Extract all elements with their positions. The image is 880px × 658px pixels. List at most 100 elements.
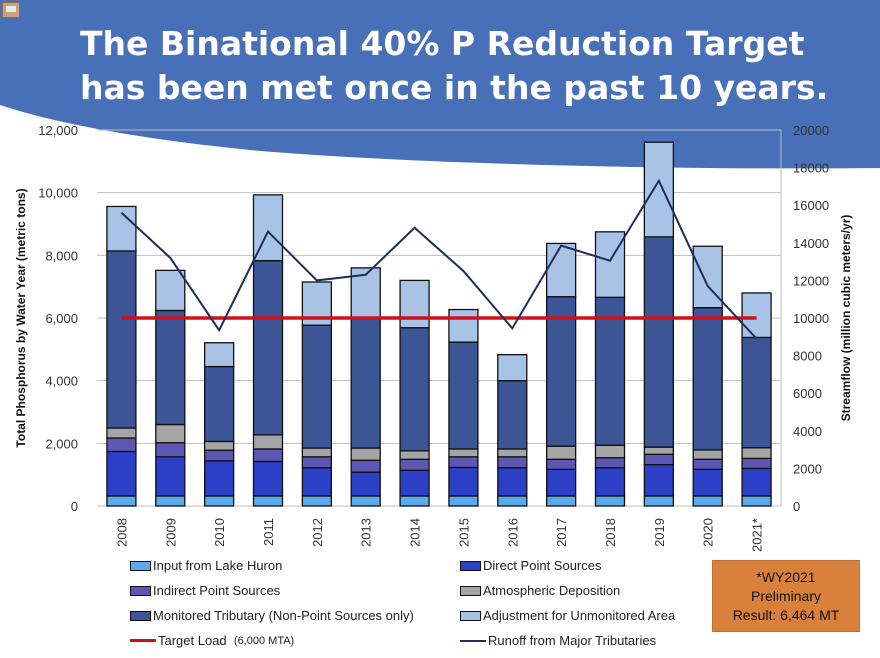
bar-segment — [545, 242, 577, 298]
legend-swatch — [460, 560, 481, 571]
bar-segment — [399, 327, 430, 452]
legend-swatch — [130, 610, 151, 621]
x-tick-label: 2020 — [701, 518, 716, 547]
bar-segment — [497, 448, 528, 458]
x-tick-label: 2019 — [652, 518, 667, 547]
y-tick-label: 6,000 — [45, 311, 78, 326]
bar-segment — [448, 456, 479, 469]
bar-segment — [692, 245, 723, 309]
bar-segment — [741, 292, 772, 339]
bar-segment — [203, 495, 235, 507]
legend-label: Adjustment for Unmonitored Area — [483, 608, 676, 623]
bar-segment — [350, 459, 381, 473]
legend-label: Target Load — [158, 633, 227, 648]
note-line: *WY2021 — [756, 568, 816, 585]
y2-tick-label: 6000 — [793, 386, 822, 401]
bar-segment — [741, 457, 772, 470]
bar-segment — [155, 456, 186, 497]
bar-segment — [643, 236, 675, 448]
legend-swatch — [130, 560, 151, 571]
legend-item-atmospheric: Atmospheric Deposition — [460, 583, 620, 598]
bar-segment — [692, 468, 723, 497]
bar-segment — [448, 448, 479, 458]
legend-item-monitored: Monitored Tributary (Non-Point Sources o… — [130, 608, 414, 623]
bar-segment — [448, 495, 479, 507]
legend-label: Monitored Tributary (Non-Point Sources o… — [153, 608, 414, 623]
bar-segment — [252, 260, 284, 436]
legend-label: Input from Lake Huron — [153, 558, 283, 573]
legend-line — [460, 639, 486, 642]
bar-segment — [155, 269, 186, 312]
bar-segment — [252, 495, 284, 507]
legend-label-suffix: (6,000 MTA) — [233, 634, 295, 647]
bar-segment — [545, 458, 577, 470]
bar-segment — [545, 468, 577, 497]
bar-segment — [106, 495, 137, 507]
bar-segment — [741, 447, 772, 460]
bar-segment — [692, 449, 723, 460]
y-tick-label: 10,000 — [38, 186, 78, 201]
y2-tick-label: 20000 — [793, 123, 829, 138]
bar-segment — [643, 463, 675, 497]
x-tick-label: 2011 — [261, 518, 276, 546]
x-tick-label: 2009 — [163, 518, 178, 547]
y-tick-label: 0 — [71, 499, 78, 514]
bar-segment — [594, 231, 626, 298]
bar-segment — [252, 460, 284, 497]
x-tick-label: 2010 — [212, 518, 227, 547]
bar-segment — [155, 495, 186, 507]
slide-title: The Binational 40% P Reduction Target ha… — [80, 24, 829, 107]
legend-item-adjustment: Adjustment for Unmonitored Area — [460, 608, 675, 623]
comment-icon[interactable] — [2, 2, 20, 18]
bar-segment — [203, 342, 235, 368]
legend-swatch — [130, 585, 151, 596]
bar-segment — [399, 469, 430, 497]
legend-label: Direct Point Sources — [483, 558, 602, 573]
bar-segment — [203, 460, 235, 497]
phosphorus-chart: 0 2,000 4,000 6,000 8,000 10,000 12,000 0 2000 40… — [14, 123, 853, 552]
legend-item-direct: Direct Point Sources — [460, 558, 602, 573]
runoff-line — [120, 178, 758, 340]
legend-label: Indirect Point Sources — [153, 583, 281, 598]
bar-segment — [594, 495, 626, 507]
y2-tick-label: 14000 — [793, 236, 829, 251]
x-tick-label: 2017 — [554, 518, 569, 547]
y-tick-label: 8,000 — [45, 248, 78, 263]
y2-tick-label: 2000 — [793, 461, 822, 476]
bar-segment — [350, 471, 381, 497]
bar-segment — [594, 467, 626, 497]
bar-segment — [692, 458, 723, 470]
bar-segment — [643, 453, 675, 466]
bar-segment — [155, 423, 186, 444]
bar-segment — [106, 450, 137, 497]
bar-segment — [643, 141, 675, 238]
bar-segment — [301, 467, 333, 497]
x-tick-label: 2021* — [750, 518, 765, 552]
y2-tick-label: 16000 — [793, 198, 829, 213]
x-tick-label: 2012 — [310, 518, 325, 547]
bar-segment — [203, 440, 235, 451]
bar-segment — [497, 456, 528, 469]
bar-segment — [545, 296, 577, 447]
bar-segment — [497, 380, 528, 450]
y-axis-label: Total Phosphorus by Water Year (metric t… — [14, 188, 28, 447]
x-tick-label: 2013 — [359, 518, 374, 547]
legend-label: Atmospheric Deposition — [483, 583, 621, 598]
legend-label: Runoff from Major Tributaries — [488, 633, 657, 648]
title-banner — [0, 0, 880, 169]
preliminary-note: *WY2021 Preliminary Result: 6,464 MT — [712, 560, 860, 632]
legend-line — [130, 639, 156, 642]
bar-segment — [545, 445, 577, 460]
x-tick-label: 2018 — [603, 518, 618, 547]
x-tick-label: 2016 — [505, 518, 520, 547]
bar-segment — [399, 495, 430, 507]
bar-segment — [399, 458, 430, 471]
bar-segment — [252, 448, 284, 463]
bar-segment — [155, 442, 186, 458]
y2-tick-label: 10000 — [793, 311, 829, 326]
bar-segment — [741, 336, 772, 449]
bar-segment — [203, 449, 235, 462]
bar-segment — [448, 308, 479, 343]
bar-segment — [301, 495, 333, 507]
legend-item-indirect: Indirect Point Sources — [130, 583, 280, 598]
